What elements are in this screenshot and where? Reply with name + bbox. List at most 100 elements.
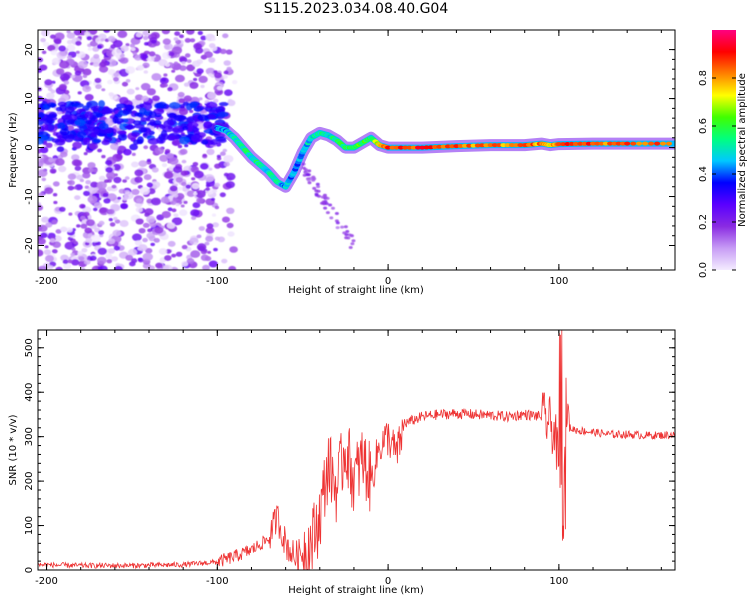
noise-blob <box>135 218 144 225</box>
band-blob <box>66 134 75 140</box>
band-blob <box>122 108 133 115</box>
noise-blob <box>204 174 215 183</box>
noise-blob <box>226 207 235 214</box>
band-blob <box>138 127 148 133</box>
band-blob <box>57 122 66 130</box>
noise-blob <box>103 198 111 204</box>
noise-blob <box>169 185 178 192</box>
noise-blob <box>138 160 148 168</box>
band-blob <box>51 138 61 143</box>
ridge-dot <box>666 141 672 146</box>
noise-blob <box>87 47 93 51</box>
noise-blob <box>216 85 223 91</box>
band-blob <box>138 107 147 115</box>
noise-blob <box>174 31 181 36</box>
trail-blob <box>329 216 334 220</box>
noise-blob <box>92 62 99 67</box>
noise-blob <box>223 155 234 163</box>
noise-blob <box>181 244 188 250</box>
trail-blob <box>350 242 355 246</box>
trail-blob <box>323 206 328 210</box>
noise-blob <box>179 56 188 63</box>
noise-blob <box>126 88 135 95</box>
noise-blob <box>63 80 70 85</box>
noise-blob <box>66 227 73 233</box>
noise-blob <box>168 195 174 200</box>
noise-blob <box>43 249 52 255</box>
band-blob <box>134 112 143 117</box>
ridge-dot <box>602 141 609 146</box>
noise-blob <box>118 188 126 194</box>
noise-blob <box>192 60 201 67</box>
noise-blob <box>224 89 233 96</box>
noise-blob <box>191 183 200 190</box>
y-tick-label: 0 <box>24 144 35 150</box>
ridge-dot <box>598 141 605 146</box>
noise-blob <box>66 44 76 52</box>
noise-blob <box>132 233 142 242</box>
noise-blob <box>123 148 132 156</box>
noise-blob <box>84 185 90 189</box>
noise-blob <box>83 211 90 217</box>
noise-blob <box>191 216 197 220</box>
noise-blob <box>134 169 144 177</box>
noise-blob <box>68 212 73 216</box>
noise-blob <box>227 98 233 103</box>
noise-blob <box>229 246 238 253</box>
ridge-dot <box>419 145 426 150</box>
noise-blob <box>99 65 109 73</box>
ridge-dot <box>397 145 404 150</box>
noise-blob <box>202 153 207 158</box>
noise-blob <box>90 181 99 188</box>
noise-blob <box>105 253 113 259</box>
noise-blob <box>58 83 67 90</box>
band-blob <box>59 104 67 112</box>
noise-blob <box>163 73 168 77</box>
noise-blob <box>113 72 119 77</box>
noise-blob <box>38 202 41 206</box>
noise-blob <box>89 142 99 150</box>
noise-blob <box>113 216 118 221</box>
noise-blob <box>144 208 154 216</box>
noise-blob <box>135 87 140 91</box>
noise-blob <box>173 193 179 198</box>
noise-blob <box>81 267 86 270</box>
trail-blob <box>315 182 320 186</box>
noise-blob <box>80 215 86 221</box>
band-blob <box>85 119 93 125</box>
noise-blob <box>186 64 196 72</box>
ridge-dot <box>648 141 655 146</box>
noise-blob <box>144 42 149 46</box>
noise-blob <box>129 143 138 151</box>
noise-blob <box>93 202 103 209</box>
noise-blob <box>208 167 213 171</box>
noise-blob <box>125 66 136 74</box>
band-blob <box>98 100 106 108</box>
noise-blob <box>202 264 210 270</box>
band-blob <box>131 131 141 137</box>
noise-blob <box>67 180 75 186</box>
trail-blob <box>348 246 353 249</box>
noise-blob <box>172 166 183 174</box>
colorbar: 0.0 0.2 0.4 0.6 0.8 Normalized spectral ampl… <box>698 30 748 278</box>
noise-blob <box>180 204 185 208</box>
noise-blob <box>66 125 75 131</box>
noise-blob <box>180 170 188 176</box>
noise-blob <box>125 43 130 47</box>
colorbar-tick-label: 0.4 <box>698 166 709 182</box>
noise-blob <box>82 68 92 76</box>
trail-blob <box>321 200 326 204</box>
noise-blob <box>140 53 148 60</box>
noise-blob <box>44 79 53 86</box>
noise-blob <box>212 189 218 193</box>
ridge-dot <box>500 143 507 148</box>
noise-blob <box>177 91 185 98</box>
ridge-dot <box>406 145 413 150</box>
trail-blob <box>307 169 312 173</box>
noise-blob <box>193 170 204 179</box>
y-tick-label: 0 <box>24 567 35 573</box>
ridge-dot <box>615 141 622 146</box>
x-tick-label: -100 <box>206 276 229 287</box>
band-blob <box>166 135 176 141</box>
